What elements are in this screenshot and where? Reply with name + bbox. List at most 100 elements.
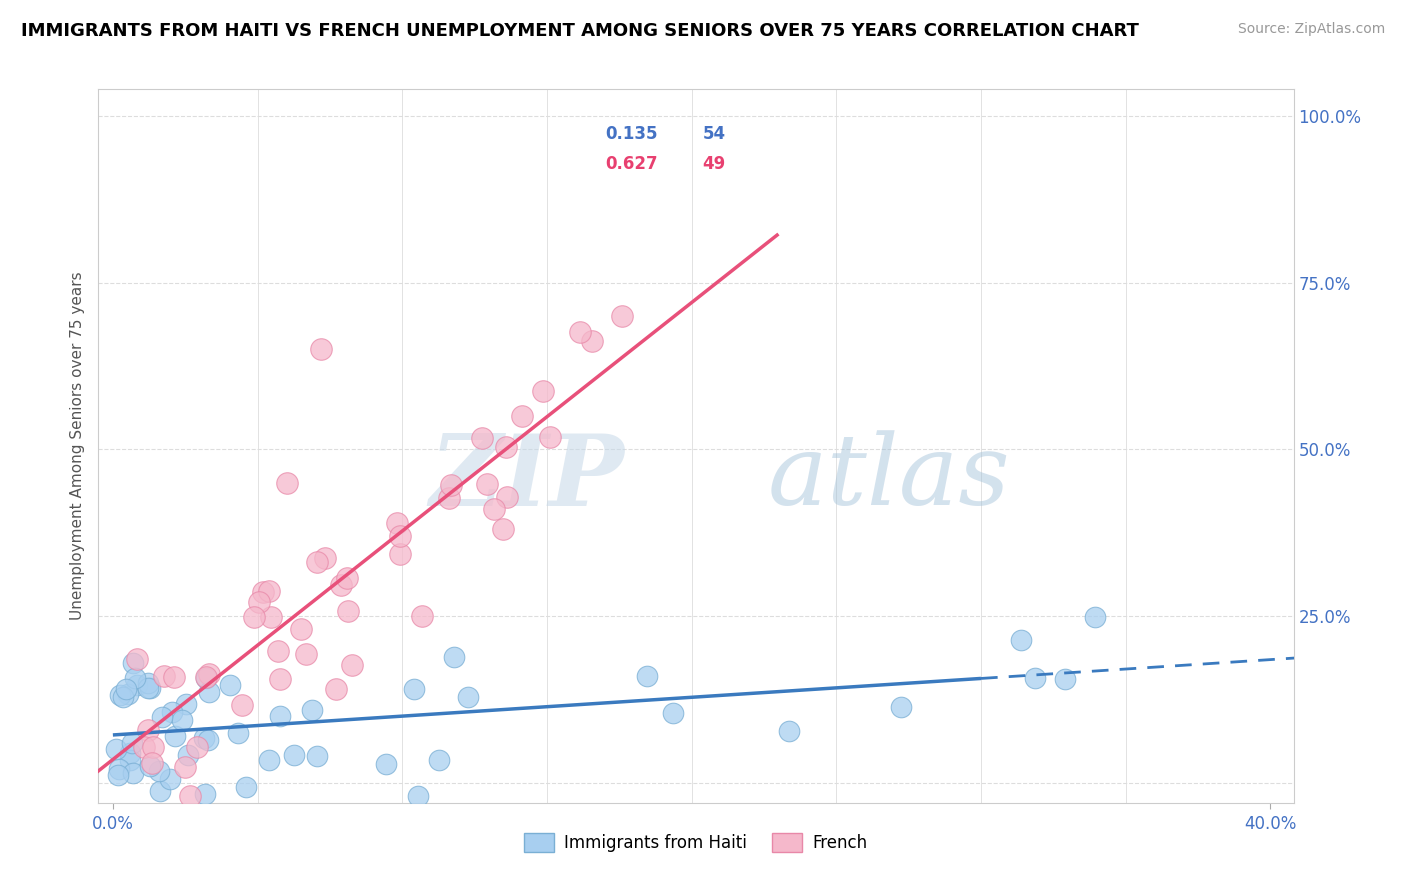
Point (186, 739, 208, 754)
Point (1024, 671, 1046, 685)
Point (1010, 632, 1032, 647)
Point (127, 652, 149, 666)
Point (290, 622, 312, 636)
Point (142, 739, 165, 754)
Point (387, 516, 409, 530)
Point (471, 431, 494, 445)
Point (163, 729, 186, 743)
Legend: Immigrants from Haiti, French: Immigrants from Haiti, French (517, 827, 875, 859)
Point (132, 739, 155, 754)
Point (269, 672, 291, 686)
Point (439, 478, 461, 492)
Point (389, 529, 412, 543)
Point (136, 723, 159, 737)
Point (104, 742, 127, 756)
Point (197, 733, 219, 747)
Point (374, 757, 396, 772)
Text: atlas: atlas (768, 431, 1011, 525)
Point (150, 710, 173, 724)
Point (122, 765, 145, 780)
Point (149, 783, 172, 797)
Point (148, 764, 170, 779)
Text: ZIP: ZIP (429, 430, 624, 526)
Point (581, 334, 603, 348)
Point (1084, 610, 1107, 624)
Point (194, 671, 217, 685)
Text: 0.135: 0.135 (606, 125, 658, 143)
Point (108, 762, 131, 776)
Point (194, 787, 217, 801)
Point (249, 595, 271, 609)
Point (636, 668, 658, 682)
Point (235, 780, 257, 795)
Point (325, 682, 347, 697)
Point (242, 610, 264, 624)
Point (125, 678, 148, 692)
Y-axis label: Unemployment Among Seniors over 75 years: Unemployment Among Seniors over 75 years (69, 272, 84, 620)
Point (568, 326, 591, 340)
Point (388, 547, 411, 561)
Point (314, 550, 336, 565)
Point (257, 753, 280, 767)
Point (163, 670, 186, 684)
Point (117, 687, 139, 701)
Point (269, 709, 291, 723)
Point (124, 671, 146, 685)
Point (439, 491, 461, 505)
Point (1054, 672, 1077, 686)
Point (115, 682, 138, 697)
Point (112, 690, 135, 704)
Point (307, 554, 329, 568)
Point (484, 502, 506, 516)
Point (120, 753, 142, 767)
Point (330, 578, 353, 592)
Point (538, 430, 561, 444)
Point (475, 476, 498, 491)
Point (179, 789, 201, 804)
Point (443, 649, 465, 664)
Point (267, 643, 290, 657)
Point (510, 409, 533, 424)
Point (295, 647, 318, 661)
Text: Source: ZipAtlas.com: Source: ZipAtlas.com (1237, 22, 1385, 37)
Point (141, 756, 163, 770)
Point (259, 583, 281, 598)
Point (496, 490, 519, 504)
Text: 54: 54 (703, 125, 725, 143)
Point (174, 760, 197, 774)
Point (662, 706, 685, 720)
Point (218, 678, 240, 692)
Point (301, 703, 323, 717)
Point (492, 522, 515, 536)
Point (890, 700, 912, 714)
Point (159, 772, 181, 786)
Point (337, 604, 360, 618)
Point (122, 656, 145, 670)
Point (136, 681, 159, 696)
Point (305, 749, 328, 764)
Point (152, 669, 174, 683)
Point (226, 726, 249, 740)
Point (231, 698, 253, 712)
Text: IMMIGRANTS FROM HAITI VS FRENCH UNEMPLOYMENT AMONG SENIORS OVER 75 YEARS CORRELA: IMMIGRANTS FROM HAITI VS FRENCH UNEMPLOY… (21, 22, 1139, 40)
Point (402, 681, 425, 696)
Point (309, 343, 332, 357)
Point (406, 789, 429, 804)
Point (495, 440, 517, 454)
Point (531, 384, 554, 399)
Point (411, 609, 433, 624)
Point (107, 768, 129, 782)
Point (336, 571, 359, 585)
Point (172, 713, 194, 727)
Point (778, 723, 800, 738)
Point (260, 609, 283, 624)
Point (177, 747, 200, 762)
Point (252, 585, 274, 599)
Point (120, 746, 142, 760)
Point (160, 705, 183, 719)
Point (194, 670, 217, 684)
Point (276, 475, 298, 490)
Point (340, 658, 363, 673)
Text: 49: 49 (703, 155, 725, 173)
Point (197, 685, 219, 699)
